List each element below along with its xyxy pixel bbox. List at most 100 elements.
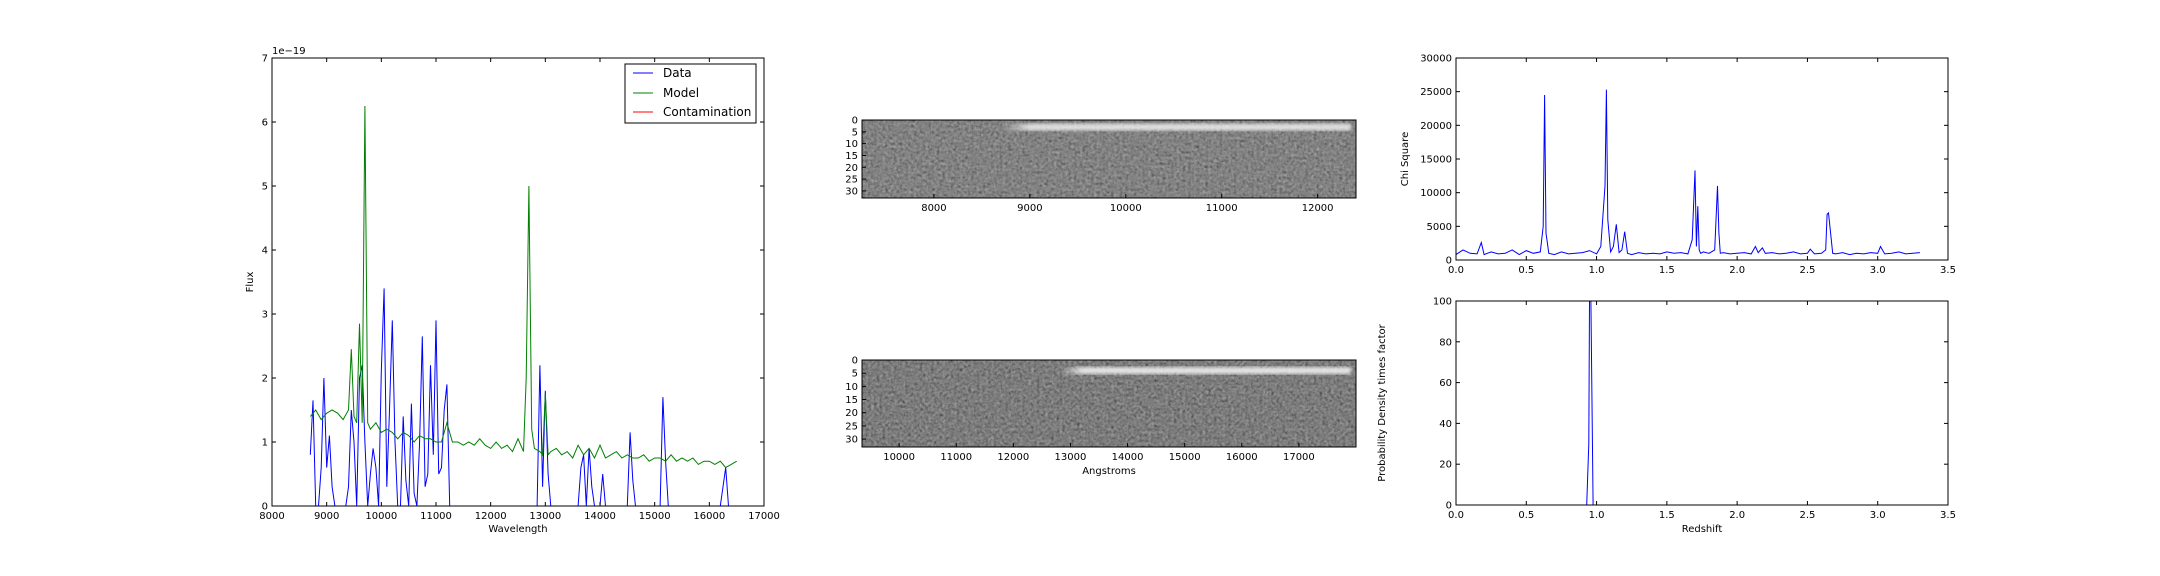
spectral-trace [1059,367,1351,375]
y-tick-label: 0 [1446,256,1452,267]
image-bottom-x-axis-label: Angstroms [1082,466,1136,477]
x-tick-label: 12000 [997,452,1029,463]
chi-square-y-axis-label: Chi Square [1400,132,1411,186]
x-tick-label: 10000 [883,452,915,463]
spectrum-panel: 8000 9000 10000 11000 12000 13000 14000 15000 16… [245,46,780,535]
probability-axes-frame [1455,300,1949,506]
y-tick-label: 6 [262,118,268,129]
probability-series-0 [1456,300,1920,506]
y-tick-label: 4 [262,246,268,257]
image-top-noise [862,120,1356,198]
legend-label-data: Data [663,66,692,80]
x-tick-label: 2.5 [1799,265,1815,276]
y-tick-label: 20 [1439,460,1452,471]
x-tick-label: 0.0 [1448,265,1464,276]
y-tick-label: 7 [262,54,268,65]
x-tick-label: 17000 [748,511,780,522]
y-tick-label: 60 [1439,378,1452,389]
x-tick-label: 9000 [1017,203,1042,214]
x-tick-label: 12000 [1302,203,1334,214]
x-tick-label: 2.0 [1729,510,1745,521]
y-tick-label: 25 [845,175,858,186]
spectrum-axes-frame [271,57,765,507]
x-tick-label: 17000 [1283,452,1315,463]
y-tick-label: 25 [845,421,858,432]
image-bottom-trace-layer [1059,367,1351,375]
x-tick-label: 10000 [1110,203,1142,214]
y-tick-label: 10 [845,139,858,150]
image-bottom-ticks: 10000 11000 12000 13000 14000 15000 16000 17000… [845,356,1315,464]
x-tick-label: 0.5 [1518,510,1534,521]
spectrum-offset-text: 1e−19 [272,46,306,57]
y-tick-label: 3 [262,310,268,321]
x-tick-label: 13000 [1055,452,1087,463]
y-tick-label: 20000 [1420,121,1452,132]
y-tick-label: 5 [852,127,858,138]
x-tick-label: 0.5 [1518,265,1534,276]
y-tick-label: 20 [845,408,858,419]
x-tick-label: 11000 [420,511,452,522]
x-tick-label: 13000 [529,511,561,522]
spectrum-x-axis-label: Wavelength [488,524,547,535]
image-bottom-panel: 10000 11000 12000 13000 14000 15000 16000 17000… [845,356,1357,477]
probability-y-axis-label: Probability Density times factor [1377,323,1388,481]
y-tick-label: 40 [1439,419,1452,430]
x-tick-label: 10000 [365,511,397,522]
image-top-frame [861,119,1357,199]
legend-label-contamination: Contamination [663,105,751,119]
spectrum-y-axis-label: Flux [245,272,256,293]
y-tick-label: 15 [845,151,858,162]
x-tick-label: 16000 [693,511,725,522]
x-tick-label: 8000 [921,203,946,214]
y-tick-label: 100 [1433,297,1452,308]
y-tick-label: 0 [852,356,858,367]
x-tick-label: 11000 [940,452,972,463]
y-tick-label: 10000 [1420,188,1452,199]
probability-series-layer [1456,300,1920,506]
legend: Data Model Contamination [624,63,757,124]
x-tick-label: 14000 [1112,452,1144,463]
y-tick-label: 20 [845,163,858,174]
spectral-trace [1001,123,1351,131]
x-tick-label: 1.5 [1659,510,1675,521]
y-tick-label: 15000 [1420,155,1452,166]
y-tick-label: 30000 [1420,54,1452,65]
x-tick-label: 11000 [1206,203,1238,214]
x-tick-label: 14000 [584,511,616,522]
y-tick-label: 5000 [1427,222,1452,233]
image-bottom-frame [861,359,1357,448]
x-tick-label: 1.5 [1659,265,1675,276]
spectrum-series-model [309,105,737,469]
y-tick-label: 1 [262,438,268,449]
y-tick-label: 80 [1439,337,1452,348]
chi-square-panel: 0.0 0.5 1.0 1.5 2.0 2.5 3.0 3.5 0 5000 10000 15000 2… [1400,54,1956,277]
chi-square-axes-frame [1455,57,1949,261]
chi-square-series-layer [1455,89,1920,256]
x-tick-label: 3.0 [1870,510,1886,521]
spectrum-series-layer [309,105,737,507]
y-tick-label: 30 [845,435,858,446]
probability-x-axis-label: Redshift [1682,524,1723,535]
y-tick-label: 15 [845,395,858,406]
y-tick-label: 5 [262,182,268,193]
x-tick-label: 0.0 [1448,510,1464,521]
x-tick-label: 2.5 [1799,510,1815,521]
spectrum-series-data [309,288,732,507]
chi-square-ticks: 0.0 0.5 1.0 1.5 2.0 2.5 3.0 3.5 0 5000 10000 15000 2… [1420,54,1956,277]
chi-square-series-0 [1455,89,1920,256]
probability-panel: 0.0 0.5 1.0 1.5 2.0 2.5 3.0 3.5 0 20 40 60 80 100 Red… [1377,297,1956,536]
y-tick-label: 25000 [1420,87,1452,98]
x-tick-label: 3.0 [1870,265,1886,276]
image-bottom-noise [862,360,1356,447]
y-tick-label: 30 [845,186,858,197]
x-tick-label: 15000 [639,511,671,522]
spectrum-ticks: 8000 9000 10000 11000 12000 13000 14000 15000 16… [259,54,780,523]
image-top-trace-layer [1001,123,1351,131]
x-tick-label: 15000 [1169,452,1201,463]
x-tick-label: 16000 [1226,452,1258,463]
x-tick-label: 12000 [475,511,507,522]
x-tick-label: 1.0 [1589,265,1605,276]
